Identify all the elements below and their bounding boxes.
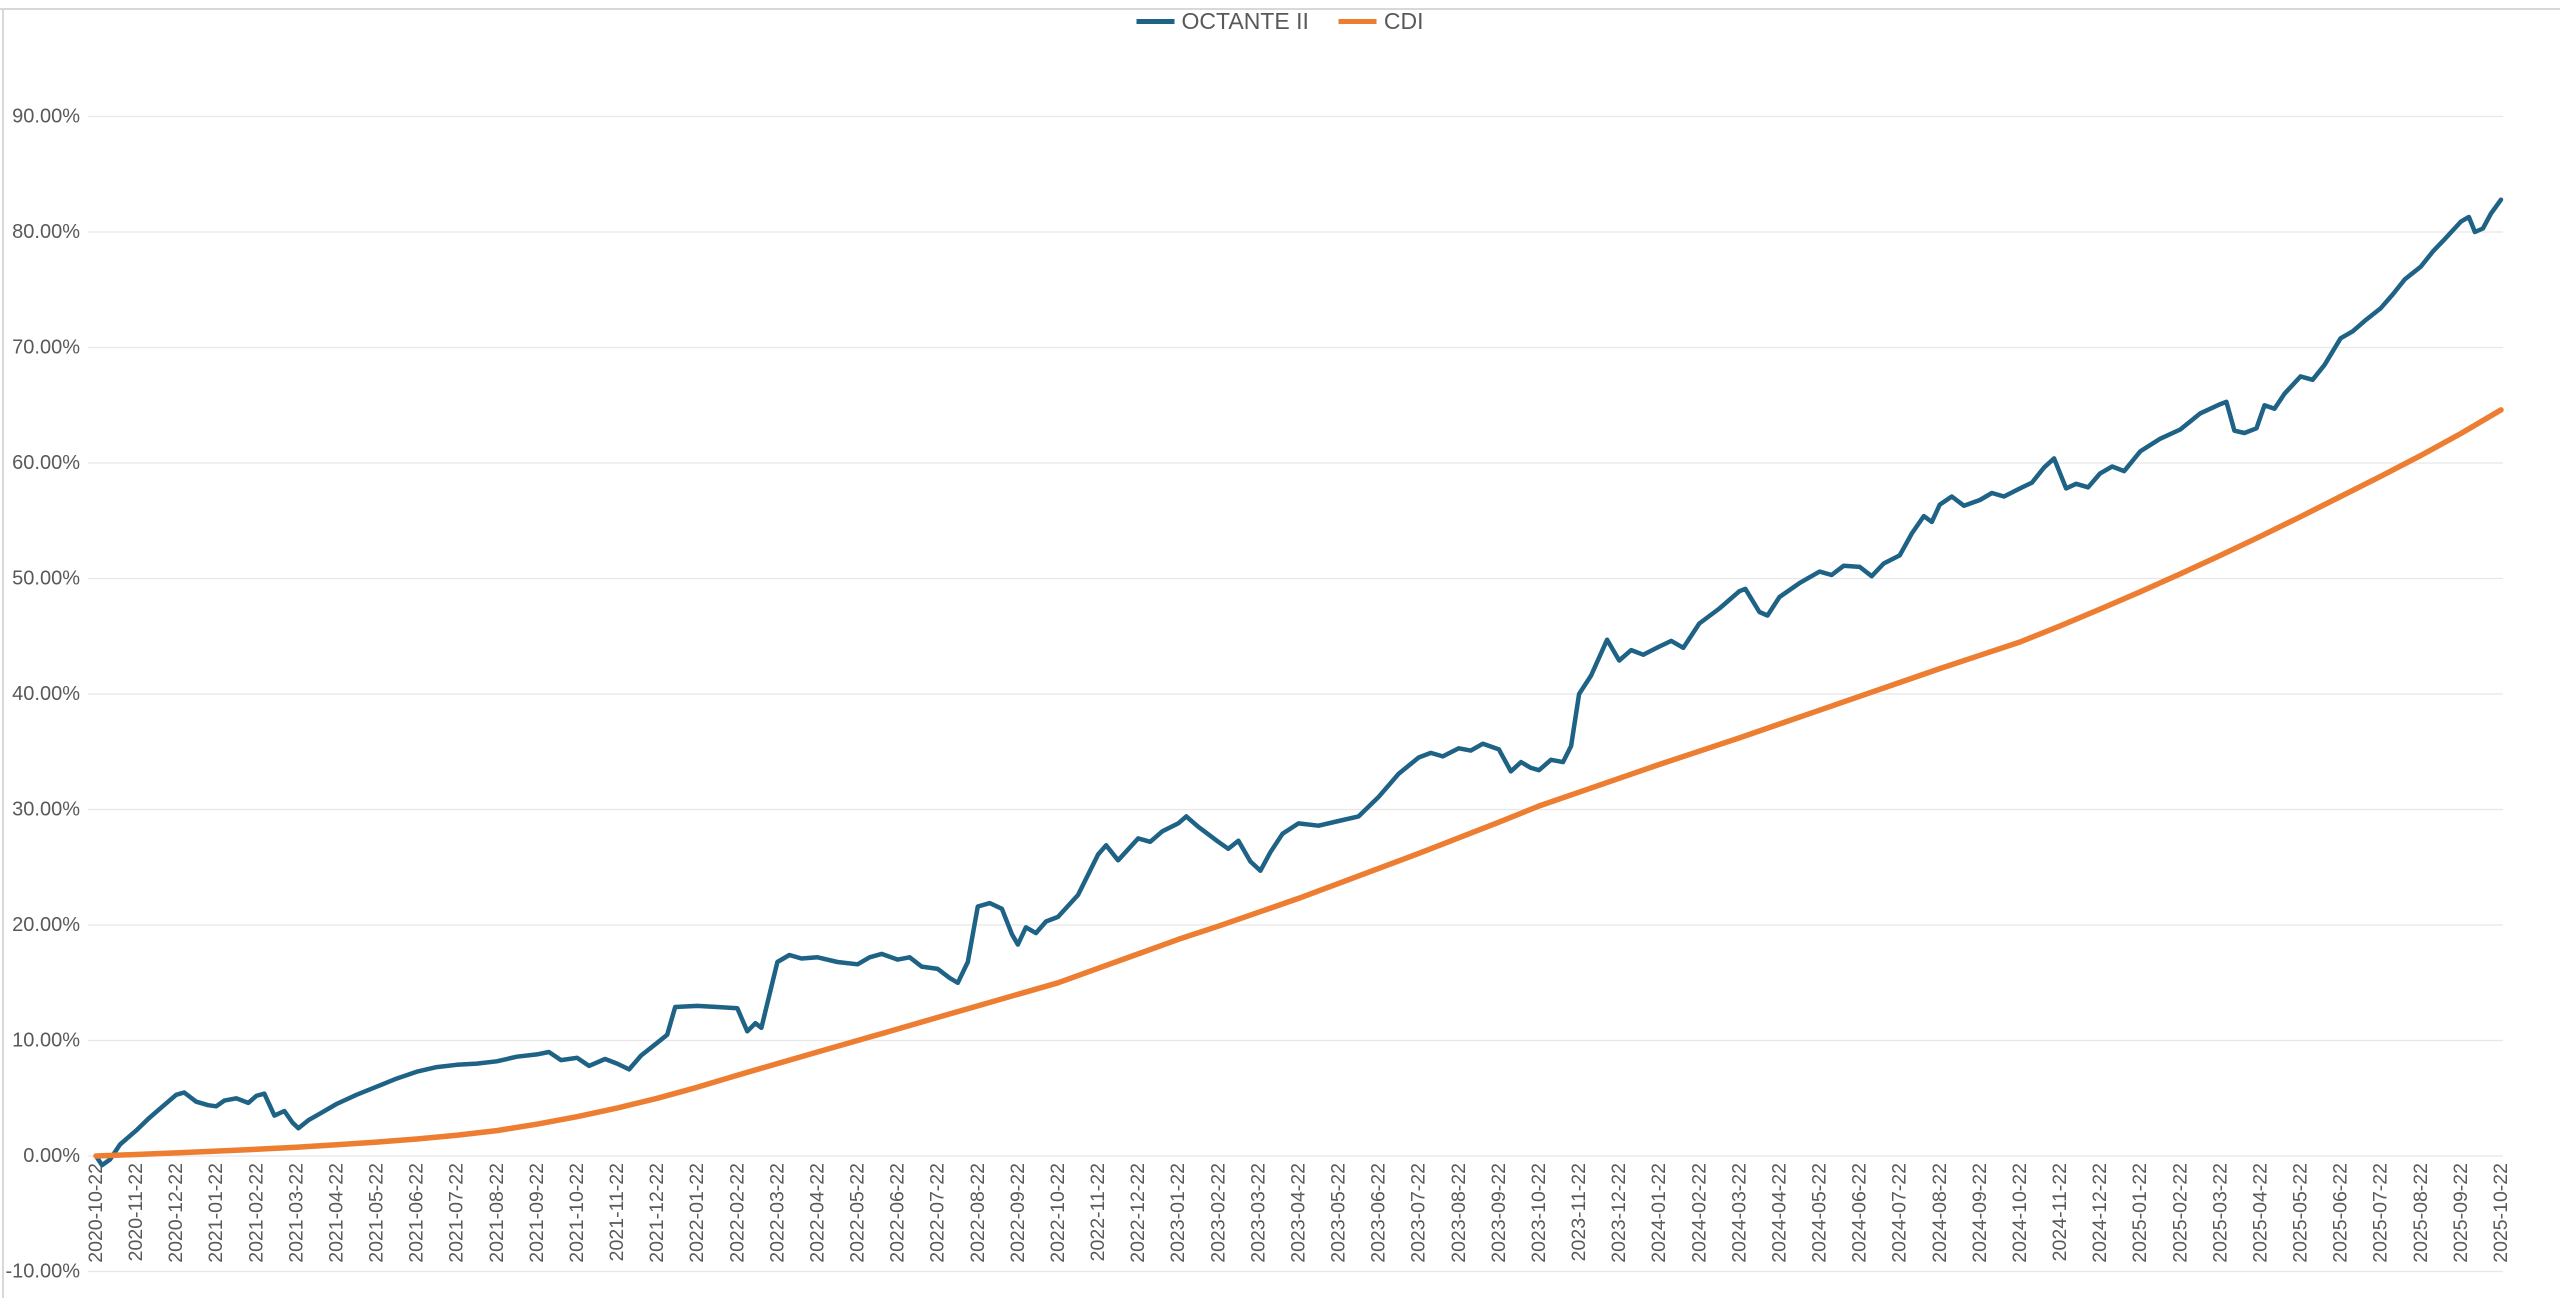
x-axis-tick-label: 2023-09-22 (1488, 1163, 1510, 1263)
x-axis-tick-label: 2025-07-22 (2370, 1163, 2392, 1263)
y-axis-tick-label: 50.00% (12, 568, 80, 590)
x-axis-tick-label: 2023-05-22 (1328, 1163, 1350, 1263)
x-axis-tick-label: 2020-10-22 (85, 1163, 107, 1263)
x-axis-tick-label: 2025-02-22 (2169, 1163, 2191, 1263)
x-axis-tick-label: 2021-08-22 (486, 1163, 508, 1263)
x-axis-tick-label: 2023-11-22 (1568, 1163, 1590, 1261)
x-axis-tick-label: 2022-01-22 (686, 1163, 708, 1263)
x-axis-tick-label: 2024-08-22 (1929, 1163, 1951, 1263)
x-axis-tick-label: 2024-01-22 (1648, 1163, 1670, 1263)
x-axis-tick-label: 2024-04-22 (1768, 1163, 1790, 1263)
x-axis-tick-label: 2021-04-22 (325, 1163, 347, 1263)
legend-item-cdi: CDI (1338, 8, 1424, 35)
series-line-octante-ii (93, 197, 2504, 1168)
x-axis-tick-label: 2022-02-22 (726, 1163, 748, 1263)
x-axis-tick-label: 2024-06-22 (1849, 1163, 1871, 1263)
x-axis-tick-label: 2021-11-22 (606, 1163, 628, 1261)
x-axis-tick-label: 2022-03-22 (766, 1163, 788, 1263)
x-axis-tick-label: 2023-12-22 (1608, 1163, 1630, 1263)
y-axis-tick-label: 10.00% (12, 1030, 80, 1052)
x-axis-tick-label: 2023-07-22 (1408, 1163, 1430, 1263)
legend-swatch-cdi (1338, 19, 1377, 24)
x-axis-tick-label: 2020-11-22 (125, 1163, 147, 1261)
series-line-cdi (93, 407, 2504, 1159)
x-axis-tick-label: 2021-06-22 (406, 1163, 428, 1263)
y-axis-tick-label: 30.00% (12, 799, 80, 821)
y-axis-tick-label: 60.00% (12, 452, 80, 474)
x-axis-tick-label: 2022-12-22 (1127, 1163, 1149, 1263)
x-axis-tick-label: 2021-01-22 (205, 1163, 227, 1263)
legend-item-octante-ii: OCTANTE II (1136, 8, 1309, 35)
x-axis-tick-label: 2022-09-22 (1007, 1163, 1029, 1263)
y-axis-tick-label: 70.00% (12, 337, 80, 359)
x-axis-tick-label: 2021-09-22 (526, 1163, 548, 1263)
x-axis-tick-label: 2024-05-22 (1809, 1163, 1831, 1263)
x-axis-tick-label: 2025-08-22 (2410, 1163, 2432, 1263)
x-axis-tick-label: 2023-10-22 (1528, 1163, 1550, 1263)
x-axis-tick-label: 2022-11-22 (1087, 1163, 1109, 1261)
x-axis-tick-label: 2023-08-22 (1448, 1163, 1470, 1263)
x-axis-tick-label: 2024-12-22 (2089, 1163, 2111, 1263)
x-axis-tick-label: 2022-05-22 (847, 1163, 869, 1263)
y-axis-tick-label: -10.00% (6, 1261, 81, 1283)
x-axis-tick-label: 2021-05-22 (366, 1163, 388, 1263)
y-axis-tick-label: 20.00% (12, 914, 80, 936)
x-axis-tick-label: 2024-03-22 (1728, 1163, 1750, 1263)
x-axis-tick-label: 2022-06-22 (887, 1163, 909, 1263)
x-axis-tick-label: 2025-04-22 (2249, 1163, 2271, 1263)
y-axis-tick-label: 0.00% (23, 1145, 80, 1167)
x-axis-tick-label: 2022-10-22 (1047, 1163, 1069, 1263)
y-axis-tick-label: 80.00% (12, 221, 80, 243)
x-axis-tick-label: 2024-10-22 (2009, 1163, 2031, 1263)
x-axis-tick-label: 2025-10-22 (2490, 1163, 2512, 1263)
x-axis-tick-label: 2020-12-22 (165, 1163, 187, 1263)
x-axis-tick-label: 2022-08-22 (967, 1163, 989, 1263)
legend-label-octante-ii: OCTANTE II (1181, 8, 1309, 34)
x-axis-tick-label: 2025-03-22 (2209, 1163, 2231, 1263)
legend-label-cdi: CDI (1383, 8, 1424, 34)
x-axis-tick-label: 2024-11-22 (2049, 1163, 2071, 1261)
legend-swatch-octante-ii (1136, 19, 1175, 24)
x-axis-tick-label: 2021-07-22 (446, 1163, 468, 1263)
x-axis-tick-label: 2021-03-22 (285, 1163, 307, 1263)
y-axis-tick-label: 40.00% (12, 683, 80, 705)
x-axis-tick-label: 2023-02-22 (1207, 1163, 1229, 1263)
x-axis-tick-label: 2023-06-22 (1368, 1163, 1390, 1263)
x-axis-tick-label: 2021-12-22 (646, 1163, 668, 1263)
x-axis-tick-label: 2023-01-22 (1167, 1163, 1189, 1263)
x-axis-tick-label: 2021-02-22 (245, 1163, 267, 1263)
x-axis-tick-label: 2024-02-22 (1688, 1163, 1710, 1263)
x-axis-tick-label: 2023-04-22 (1287, 1163, 1309, 1263)
legend: OCTANTE II CDI (1136, 8, 1424, 35)
x-axis-tick-label: 2022-07-22 (927, 1163, 949, 1263)
x-axis-tick-label: 2023-03-22 (1247, 1163, 1269, 1263)
x-axis-tick-label: 2024-07-22 (1889, 1163, 1911, 1263)
x-axis-tick-label: 2025-01-22 (2129, 1163, 2151, 1263)
frame-border-top (0, 8, 2560, 10)
frame-border-left (2, 8, 4, 1298)
y-axis-tick-label: 90.00% (12, 106, 80, 128)
x-axis-tick-label: 2025-06-22 (2330, 1163, 2352, 1263)
x-axis-tick-label: 2021-10-22 (566, 1163, 588, 1263)
x-axis-tick-label: 2024-09-22 (1969, 1163, 1991, 1263)
x-axis-tick-label: 2025-05-22 (2290, 1163, 2312, 1263)
x-axis-tick-label: 2022-04-22 (806, 1163, 828, 1263)
x-axis-tick-label: 2025-09-22 (2450, 1163, 2472, 1263)
